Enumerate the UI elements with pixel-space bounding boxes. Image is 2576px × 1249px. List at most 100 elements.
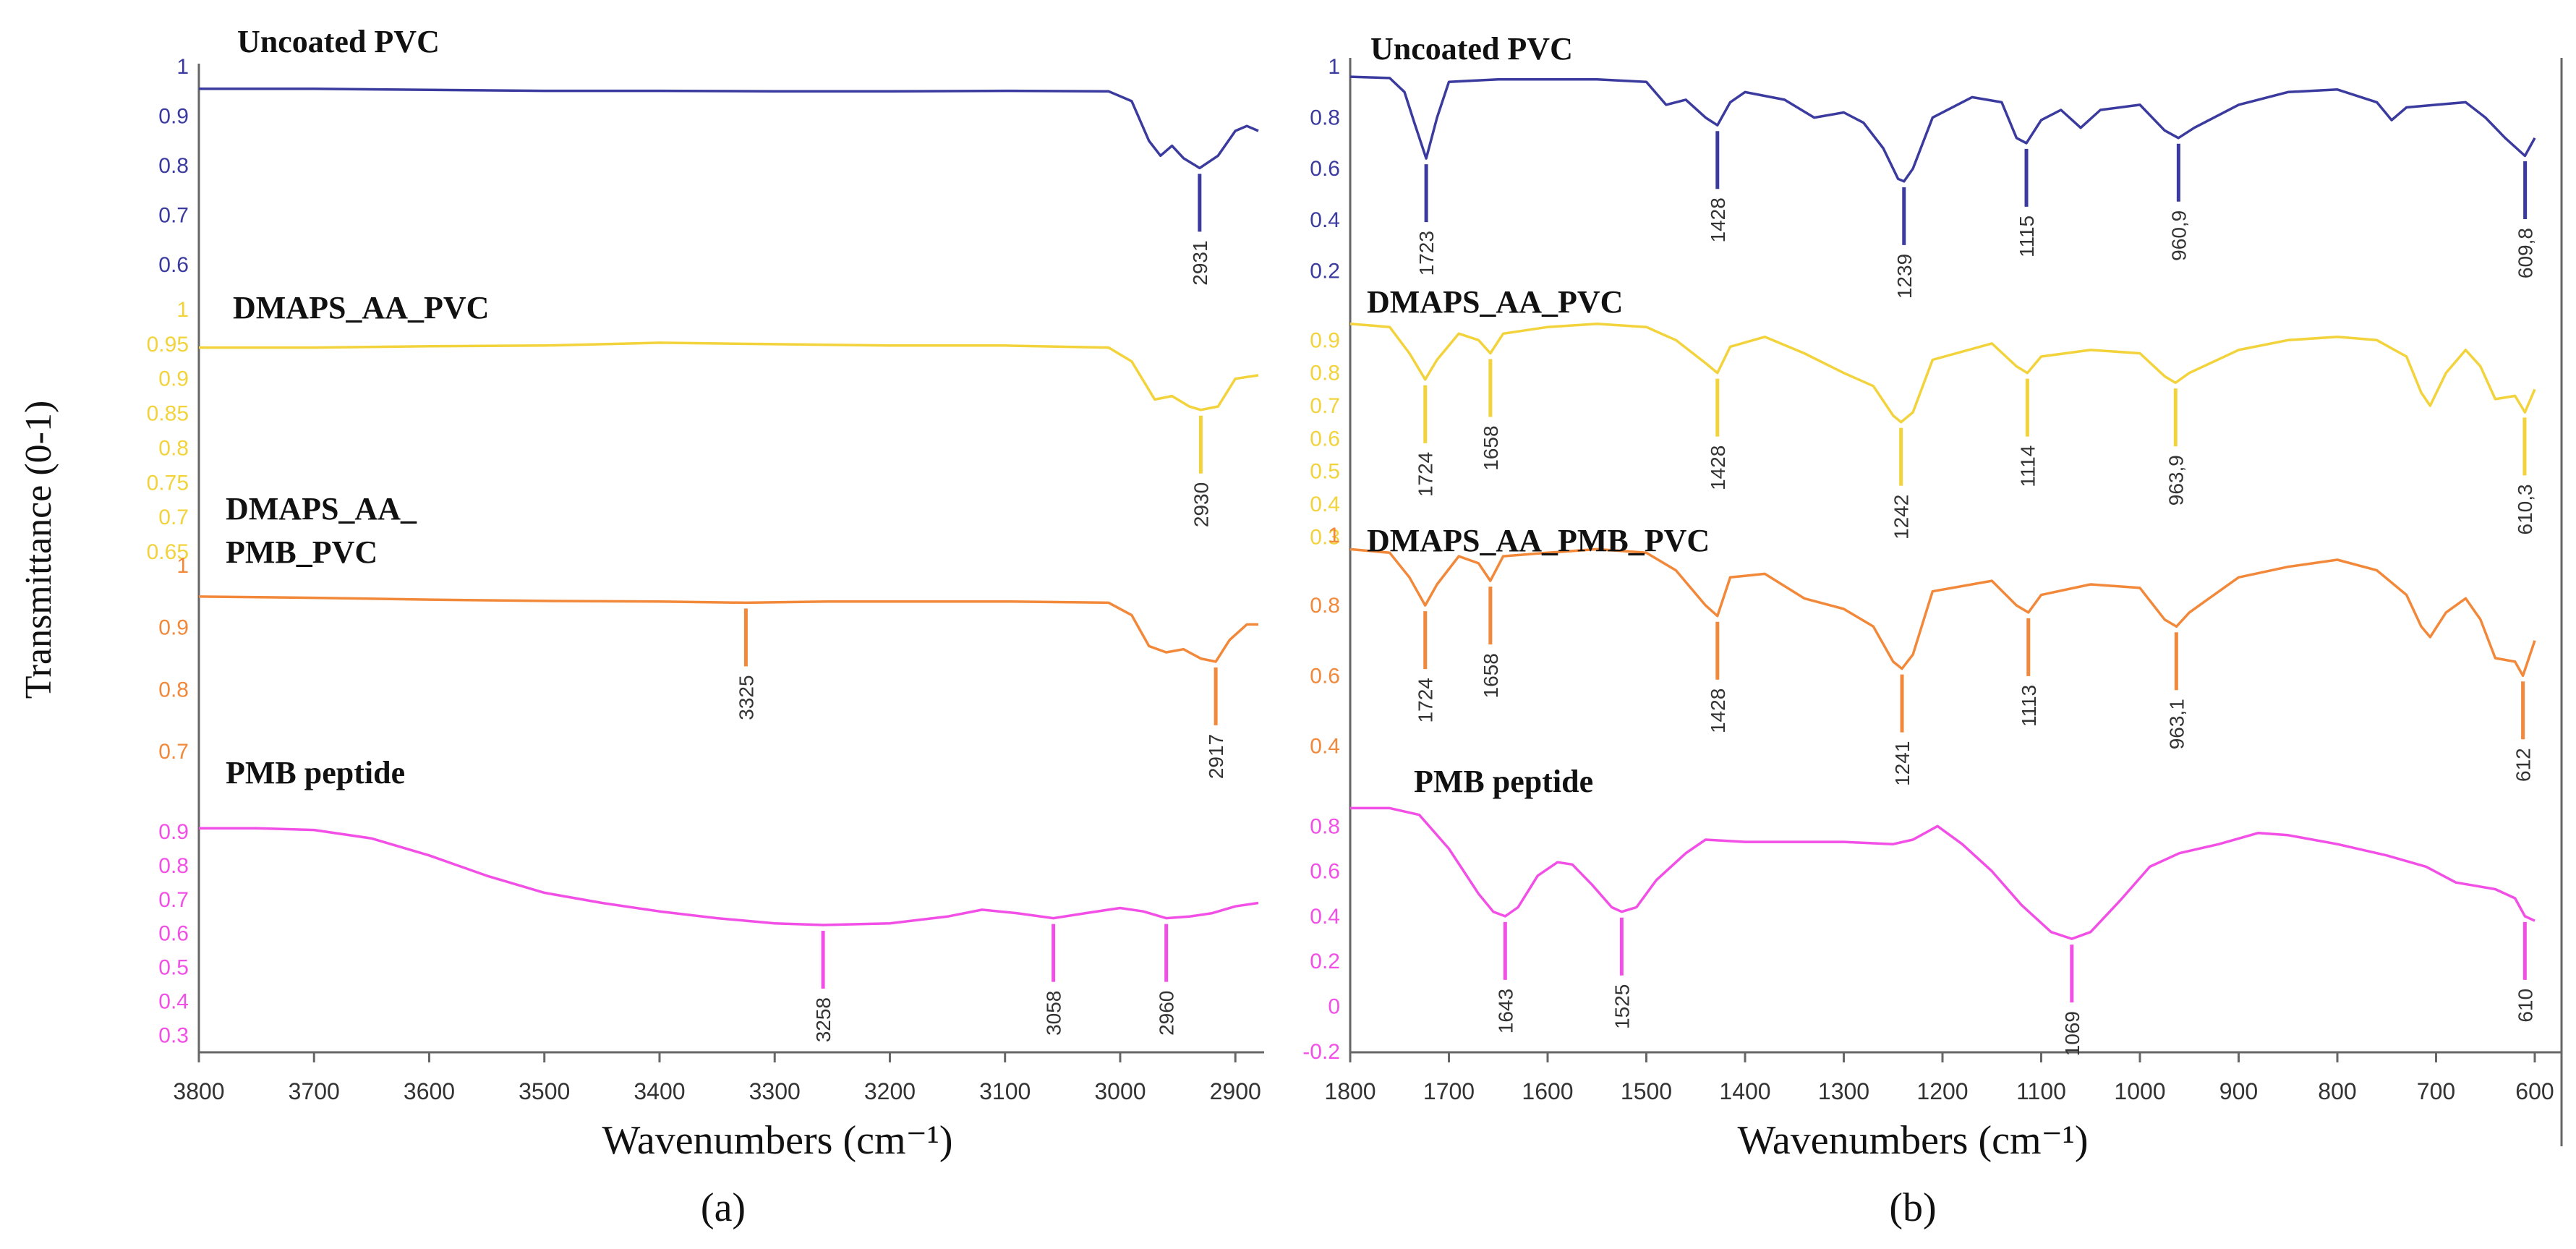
b-peak-label: 1525: [1611, 984, 1633, 1029]
a-peak-label: 3325: [735, 675, 757, 720]
b-x-tick-label: 1600: [1522, 1078, 1573, 1104]
a-peak-label: 2931: [1189, 240, 1211, 285]
y-axis-label: Transmittance (0-1): [18, 401, 59, 699]
a-x-tick-label: 3700: [289, 1078, 340, 1104]
a-series-3: 0.9 0.8 0.7 0.6 0.5 0.4 0.3 3258 3058 2960 PMB pep…: [158, 755, 1259, 1048]
a-peak-label: 2960: [1156, 991, 1178, 1036]
a-x-tick-label: 3500: [519, 1078, 570, 1104]
b-peak-label: 960,9: [2167, 210, 2190, 261]
b-y-tick-label: -0.2: [1302, 1040, 1340, 1064]
a-y-tick-label: 0.9: [158, 616, 189, 640]
a-y-tick-label: 0.4: [158, 990, 189, 1014]
b-y-tick-label: 0.2: [1310, 259, 1340, 283]
a-y-tick-label: 0.65: [147, 540, 189, 564]
a-series-1: 1 0.95 0.9 0.85 0.8 0.75 0.7 0.65 2930 DMAPS_AA_P…: [147, 290, 1259, 564]
panel-a: 3800 3700 3600 3500 3400 3300 3200 3100 3000 2900…: [147, 24, 1264, 1104]
a-x-tick-label: 3400: [634, 1078, 685, 1104]
a-series-title: DMAPS_AA_PVC: [233, 290, 489, 325]
b-y-tick-label: 0.8: [1310, 814, 1340, 838]
a-x-tick-label: 3000: [1094, 1078, 1146, 1104]
a-y-tick-label: 0.85: [147, 402, 189, 426]
a-peak-label: 2930: [1190, 482, 1212, 527]
a-x-tick-label: 3800: [173, 1078, 224, 1104]
b-y-tick-label: 0.4: [1310, 734, 1340, 758]
a-y-tick-label: 1: [176, 554, 189, 578]
b-peak-label: 963,9: [2165, 455, 2187, 506]
b-peak-label: 610: [2514, 989, 2536, 1023]
b-peak-label: 1724: [1415, 678, 1437, 722]
b-x-tick-label: 800: [2318, 1078, 2356, 1104]
b-peak-label: 963,1: [2165, 699, 2188, 749]
b-peak-label: 1643: [1494, 989, 1517, 1033]
b-y-tick-label: 0.6: [1310, 664, 1340, 688]
b-y-tick-label: 0: [1328, 995, 1340, 1019]
b-y-tick-label: 0.7: [1310, 394, 1340, 418]
a-y-tick-label: 0.8: [158, 854, 189, 878]
a-series-line: [199, 341, 1259, 412]
a-series-title: Uncoated PVC: [237, 24, 440, 59]
b-series-title: DMAPS_AA_PMB_PVC: [1367, 523, 1710, 558]
a-y-tick-label: 0.9: [158, 367, 189, 391]
a-x-tick-label: 2900: [1210, 1078, 1261, 1104]
b-x-tick-label: 1100: [2016, 1078, 2066, 1104]
a-series-0: 1 0.9 0.8 0.7 0.6 2931 Uncoated PVC: [158, 24, 1259, 286]
a-y-tick-label: 0.6: [158, 253, 189, 277]
a-y-tick-label: 0.95: [147, 333, 189, 357]
b-peak-label: 1428: [1707, 197, 1729, 242]
panel-b: 1800 1700 1600 1500 1400 1300 1200 1100 1000 900 8…: [1302, 31, 2563, 1146]
b-peak-label: 610,3: [2514, 484, 2536, 534]
b-series-3: 0.8 0.6 0.4 0.2 0 -0.2 1643 1525 1069 610 PMB pept…: [1302, 764, 2536, 1064]
a-series-line: [199, 88, 1259, 170]
b-x-tick-label: 1000: [2114, 1078, 2165, 1104]
b-peak-label: 1658: [1480, 425, 1502, 470]
a-y-tick-label: 0.7: [158, 506, 189, 529]
b-series-2: 1 0.8 0.6 0.4 1724 1658 1428 1241 1113 963,1 612 DM…: [1310, 523, 2536, 786]
b-peak-label: 612: [2512, 748, 2535, 782]
b-y-tick-label: 0.5: [1310, 460, 1340, 484]
a-y-tick-label: 0.5: [158, 956, 189, 980]
a-y-tick-label: 1: [176, 55, 189, 79]
a-series-title: PMB_PVC: [226, 534, 378, 570]
b-peak-label: 1242: [1890, 495, 1913, 540]
b-x-tick-label: 1200: [1916, 1078, 1968, 1104]
a-y-tick-label: 0.3: [158, 1024, 189, 1048]
panel-a-label: (a): [701, 1185, 746, 1230]
a-x-tick-label: 3600: [404, 1078, 455, 1104]
b-y-tick-label: 0.6: [1310, 427, 1340, 451]
b-x-tick-label: 1800: [1324, 1078, 1376, 1104]
a-y-tick-label: 0.8: [158, 436, 189, 460]
b-x-tick-label: 900: [2219, 1078, 2258, 1104]
a-y-tick-label: 1: [176, 298, 189, 322]
b-y-tick-label: 0.2: [1310, 950, 1340, 973]
b-y-tick-label: 0.6: [1310, 860, 1340, 884]
a-y-tick-label: 0.8: [158, 678, 189, 702]
b-x-tick-label: 1500: [1621, 1078, 1672, 1104]
b-y-tick-label: 0.8: [1310, 594, 1340, 618]
b-x-tick-label: 1700: [1423, 1078, 1475, 1104]
b-peak-label: 1239: [1893, 254, 1916, 299]
b-peak-label: 1114: [2016, 446, 2039, 487]
a-y-tick-label: 0.7: [158, 888, 189, 912]
b-series-title: DMAPS_AA_PVC: [1367, 284, 1623, 320]
a-series-title: DMAPS_AA_: [226, 491, 417, 527]
b-peak-label: 1724: [1415, 452, 1437, 497]
b-y-tick-label: 0.4: [1310, 905, 1340, 929]
panel-b-label: (b): [1889, 1185, 1936, 1230]
a-y-tick-label: 0.7: [158, 740, 189, 764]
b-y-tick-label: 0.6: [1310, 157, 1340, 181]
a-y-tick-label: 0.75: [147, 471, 189, 495]
b-peak-label: 609,8: [2515, 228, 2537, 278]
panel-b-xlabel: Wavenumbers (cm⁻¹): [1738, 1118, 2089, 1163]
a-y-tick-label: 0.8: [158, 154, 189, 178]
a-x-tick-label: 3200: [864, 1078, 916, 1104]
panel-a-xlabel: Wavenumbers (cm⁻¹): [602, 1118, 953, 1163]
b-y-tick-label: 0.4: [1310, 493, 1340, 516]
b-y-tick-label: 1: [1328, 524, 1340, 547]
b-y-tick-label: 0.8: [1310, 106, 1340, 130]
a-x-tick-label: 3100: [979, 1078, 1031, 1104]
b-x-tick-label: 700: [2417, 1078, 2455, 1104]
b-x-tick-label: 1400: [1719, 1078, 1770, 1104]
a-series-line: [199, 827, 1259, 926]
b-y-tick-label: 0.8: [1310, 362, 1340, 385]
